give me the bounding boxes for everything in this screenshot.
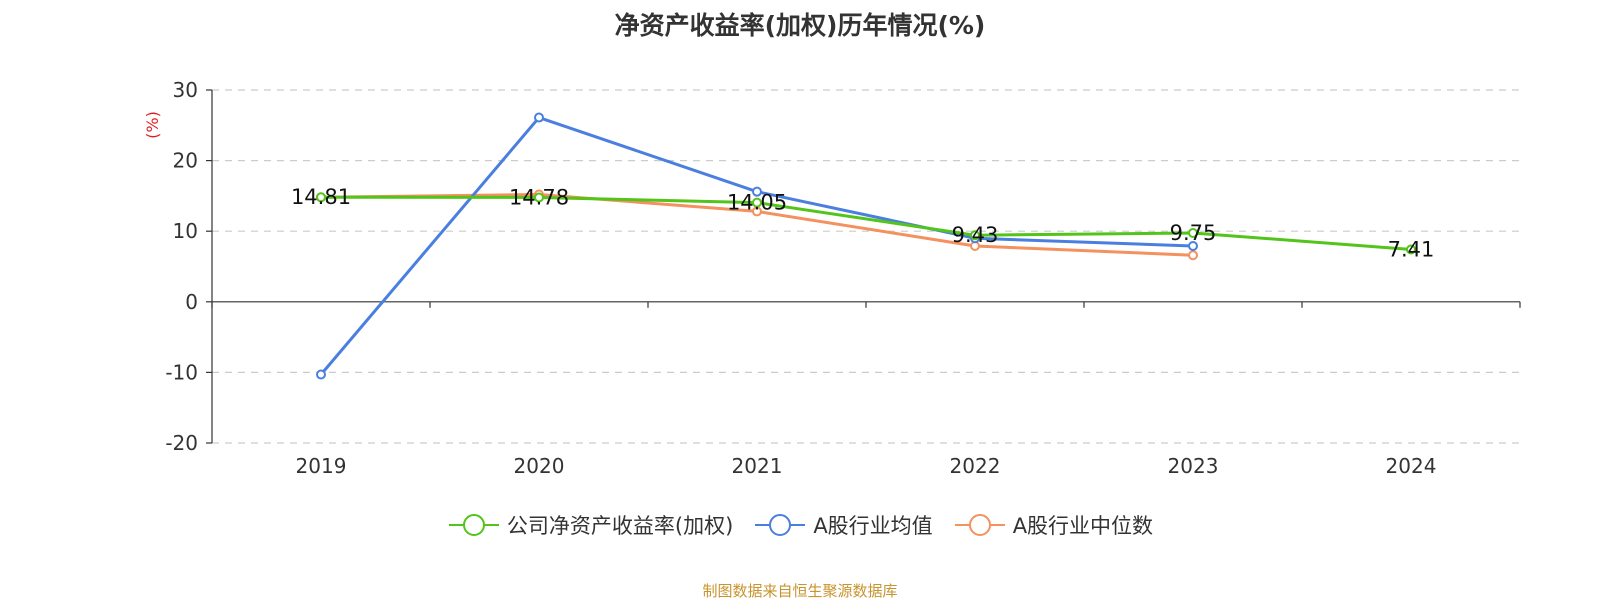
legend-circle (462, 514, 485, 536)
data-point (316, 369, 326, 380)
legend-circle (968, 514, 991, 536)
data-point (534, 112, 544, 123)
source-note: 制图数据来自恒生聚源数据库 (702, 582, 898, 600)
data-label: 14.81 (291, 185, 351, 209)
legend-marker-icon (954, 514, 1005, 536)
legend-marker-icon (448, 514, 499, 536)
x-tick-label: 2021 (732, 454, 783, 478)
legend-label: 公司净资产收益率(加权) (506, 514, 734, 538)
data-label: 9.75 (1170, 221, 1217, 245)
y-tick-label: 30 (173, 78, 198, 102)
data-point (1188, 250, 1198, 261)
x-tick-label: 2020 (514, 454, 565, 478)
y-tick-label: -10 (165, 360, 198, 384)
data-point (1188, 241, 1198, 252)
y-tick-label: 20 (173, 149, 198, 173)
y-tick-label: 10 (173, 219, 198, 243)
legend-item[interactable]: A股行业中位数 (953, 510, 1153, 540)
legend: 公司净资产收益率(加权) A股行业均值 A股行业中位数 (0, 510, 1600, 540)
data-label: 9.43 (952, 223, 999, 247)
data-point (1188, 227, 1198, 238)
legend-marker-icon (755, 514, 806, 536)
series-line (320, 195, 1412, 251)
data-point (752, 186, 762, 197)
series-line (319, 116, 1194, 376)
legend-label: A股行业均值 (813, 514, 933, 538)
legend-label: A股行业中位数 (1012, 514, 1154, 538)
data-point (970, 230, 980, 241)
y-axis-label: (%) (143, 111, 162, 139)
legend-item[interactable]: A股行业均值 (753, 510, 933, 540)
y-tick-label: 0 (185, 290, 198, 314)
data-point (316, 192, 326, 203)
x-tick-label: 2022 (950, 454, 1001, 478)
x-tick-label: 2019 (296, 454, 347, 478)
data-point (1406, 244, 1416, 255)
chart-title: 净资产收益率(加权)历年情况(%) (614, 11, 986, 40)
data-label: 14.78 (509, 185, 569, 209)
y-tick-label: -20 (165, 431, 198, 455)
x-tick-label: 2024 (1386, 454, 1437, 478)
legend-item[interactable]: 公司净资产收益率(加权) (447, 510, 733, 540)
legend-circle (769, 514, 792, 536)
data-point (752, 197, 762, 208)
data-label: 14.05 (727, 191, 787, 215)
x-tick-label: 2023 (1168, 454, 1219, 478)
data-label: 7.41 (1388, 237, 1435, 261)
data-point (534, 192, 544, 203)
